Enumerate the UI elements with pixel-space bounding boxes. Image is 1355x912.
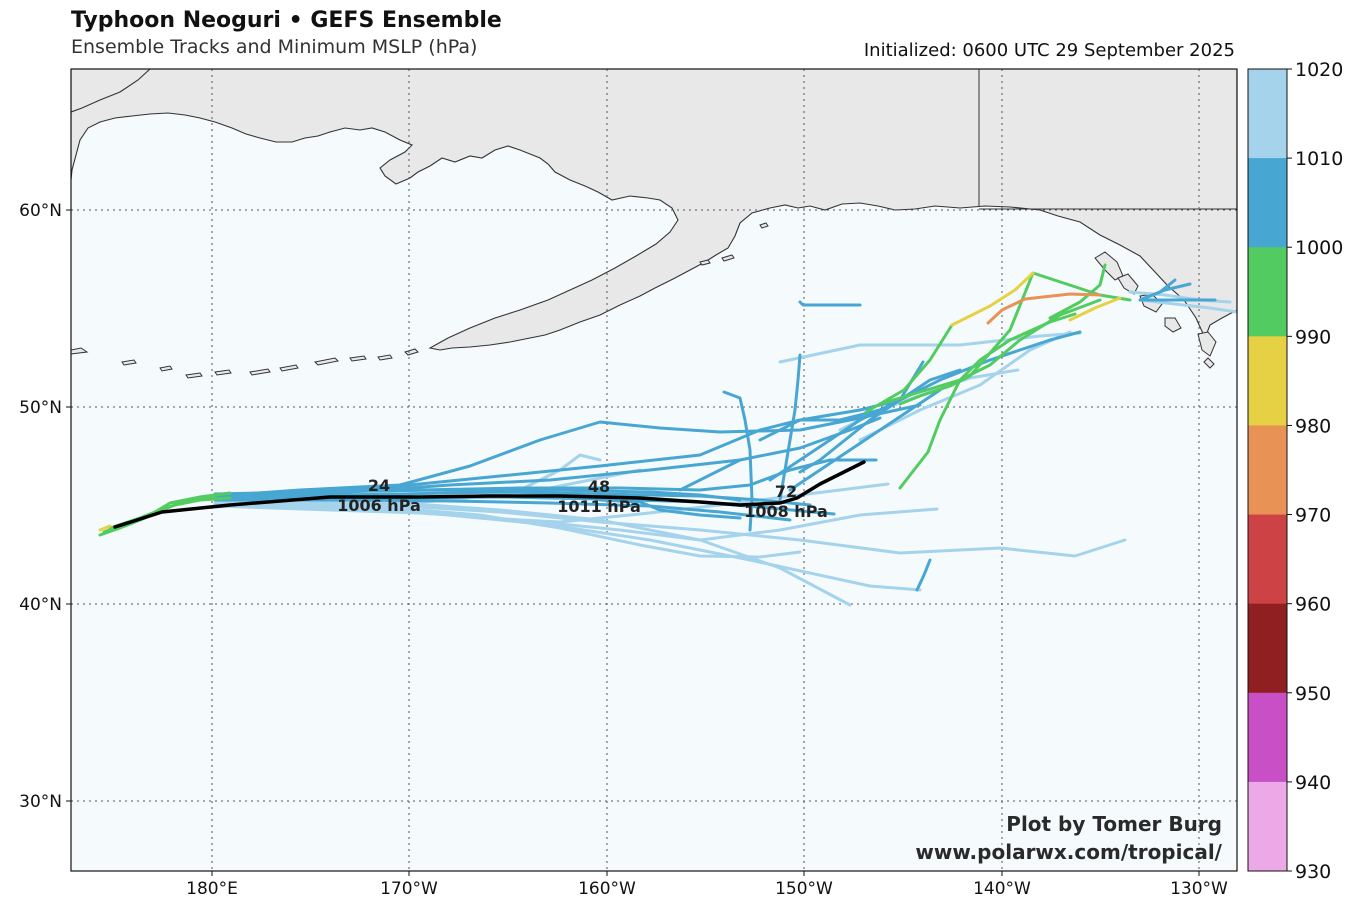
tracks-1000-1010 <box>213 278 1217 592</box>
colorbar-label: 1010 <box>1295 148 1343 170</box>
lon-label-130w: 130°W <box>1170 879 1228 899</box>
colorbar-label: 990 <box>1295 326 1331 348</box>
map-frame <box>70 68 1238 872</box>
fh-48-pressure: 1011 hPa <box>557 497 641 516</box>
colorbar-segment <box>1248 69 1287 159</box>
lat-label-60: 60°N <box>19 201 62 221</box>
colorbar-label: 980 <box>1295 415 1331 437</box>
colorbar-label: 940 <box>1295 772 1331 794</box>
colorbar-segment <box>1248 692 1287 783</box>
colorbar-segment <box>1248 158 1287 248</box>
colorbar-label: 1000 <box>1295 237 1343 259</box>
land-chukotka <box>71 69 151 113</box>
lon-label-170w: 170°W <box>380 879 438 899</box>
tracks-980-990 <box>98 271 1122 532</box>
colorbar-segment <box>1248 336 1287 426</box>
colorbar-segment <box>1248 603 1287 694</box>
colorbar-segment <box>1248 781 1287 872</box>
colorbar-segment <box>1248 247 1287 337</box>
colorbar-label: 950 <box>1295 683 1331 705</box>
chart-title: Typhoon Neoguri • GEFS Ensemble <box>71 8 502 33</box>
lat-label-50: 50°N <box>19 398 62 418</box>
ensemble-tracks <box>98 263 1237 607</box>
colorbar: 1020 1010 1000 990 980 970 960 950 940 930 <box>1247 59 1343 883</box>
colorbar-segment <box>1248 514 1287 605</box>
chart-subtitle: Ensemble Tracks and Minimum MSLP (hPa) <box>71 36 478 58</box>
tracks-970-980 <box>986 292 1102 325</box>
lat-label-30: 30°N <box>19 792 62 812</box>
colorbar-segment <box>1248 425 1287 516</box>
tracks-1010-1020 <box>213 290 1237 607</box>
credit-author: Plot by Tomer Burg <box>1006 812 1222 836</box>
fh-24-hour: 24 <box>368 476 390 495</box>
colorbar-label: 960 <box>1295 594 1331 616</box>
init-time: Initialized: 0600 UTC 29 September 2025 <box>863 40 1235 61</box>
lon-labels: 180°E 170°W 160°W 150°W 140°W 130°W <box>186 879 1228 899</box>
lon-label-180e: 180°E <box>186 879 238 899</box>
mean-track <box>113 460 866 529</box>
lat-label-40: 40°N <box>19 595 62 615</box>
fh-72-pressure: 1008 hPa <box>744 502 828 521</box>
axis-ticks <box>66 209 1200 876</box>
fh-24-pressure: 1006 hPa <box>337 496 421 515</box>
land-alaska <box>71 69 1237 351</box>
lon-label-140w: 140°W <box>973 879 1031 899</box>
fh-72-hour: 72 <box>775 482 797 501</box>
colorbar-label: 1020 <box>1295 59 1343 81</box>
lat-labels: 60°N 50°N 40°N 30°N <box>19 201 62 812</box>
colorbar-frame <box>1247 68 1288 872</box>
fh-48-hour: 48 <box>588 477 610 496</box>
colorbar-label: 930 <box>1295 861 1331 883</box>
gridlines <box>71 69 1237 871</box>
colorbar-label: 970 <box>1295 505 1331 527</box>
lon-label-150w: 150°W <box>775 879 833 899</box>
lon-label-160w: 160°W <box>578 879 636 899</box>
aleutian-islands <box>71 222 769 379</box>
forecast-annotations: 24 1006 hPa 48 1011 hPa 72 1008 hPa <box>337 476 828 521</box>
credit-url: www.polarwx.com/tropical/ <box>915 840 1222 864</box>
